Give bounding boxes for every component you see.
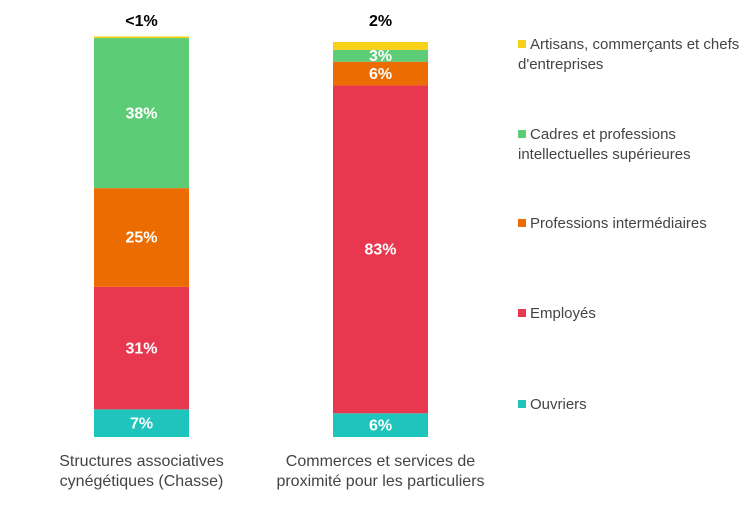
data-label: <1% (125, 13, 157, 30)
data-label: 7% (130, 415, 153, 432)
legend-item: Ouvriers (518, 395, 748, 415)
data-label: 3% (369, 48, 392, 65)
data-label: 38% (125, 105, 157, 122)
data-label: 83% (364, 242, 396, 259)
bar-segment (333, 61, 428, 86)
data-label: 2% (369, 13, 392, 30)
bar-segment (333, 49, 428, 62)
x-tick-label: Structures associatives cynégétiques (Ch… (59, 453, 224, 490)
legend-item: Employés (518, 304, 748, 324)
legend-swatch (518, 40, 526, 48)
bar-segment (94, 409, 189, 437)
bar-segment (333, 42, 428, 50)
legend-item: Professions intermédiaires (518, 214, 748, 234)
legend-swatch (518, 309, 526, 317)
bar-segment (94, 286, 189, 410)
bar-segment (94, 188, 189, 287)
bar-segment (94, 36, 189, 39)
legend-swatch (518, 130, 526, 138)
data-label: 6% (369, 66, 392, 83)
data-label: 25% (125, 230, 157, 247)
legend-item: Cadres et professions intellectuelles su… (518, 125, 748, 165)
legend-swatch (518, 400, 526, 408)
legend-label: Artisans, commerçants et chefs d'entrepr… (518, 36, 740, 73)
legend-label: Employés (530, 305, 596, 322)
legend-item: Artisans, commerçants et chefs d'entrepr… (518, 35, 748, 75)
x-tick-label: Commerces et services de proximité pour … (276, 453, 485, 490)
legend-label: Cadres et professions intellectuelles su… (518, 126, 691, 163)
bar-segment (333, 413, 428, 437)
legend-label: Ouvriers (530, 396, 587, 413)
legend-label: Professions intermédiaires (530, 215, 707, 232)
bar-segment (333, 85, 428, 414)
bar-segment (94, 38, 189, 189)
data-label: 31% (125, 340, 157, 357)
data-label: 6% (369, 417, 392, 434)
legend-swatch (518, 219, 526, 227)
